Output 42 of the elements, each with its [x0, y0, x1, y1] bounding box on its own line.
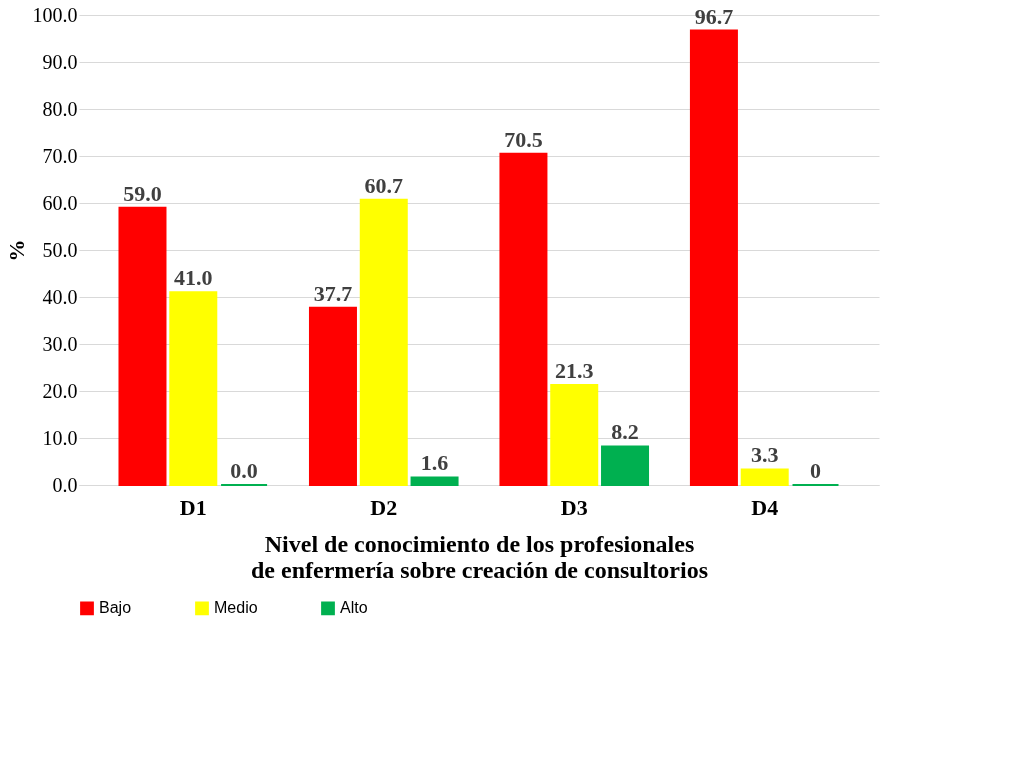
y-tick-label: 20.0 — [42, 379, 78, 402]
y-tick-label: 30.0 — [42, 332, 78, 355]
bar — [359, 198, 408, 486]
data-label: 1.6 — [420, 450, 449, 476]
data-label: 8.2 — [611, 419, 639, 445]
y-tick-label: 60.0 — [42, 191, 78, 214]
x-tick-label: D2 — [370, 494, 398, 520]
bar — [410, 476, 459, 486]
y-tick-label: 40.0 — [42, 285, 78, 308]
data-label: 0 — [810, 458, 822, 483]
bar — [308, 306, 357, 486]
x-tick-label: D1 — [179, 494, 207, 520]
y-tick-label: 70.0 — [42, 144, 78, 167]
data-label: 41.0 — [174, 265, 213, 291]
bar — [740, 468, 789, 486]
data-label: 70.5 — [504, 126, 543, 152]
x-tick-label: D4 — [751, 494, 779, 520]
bar — [118, 206, 167, 486]
legend-label: Medio — [214, 599, 258, 617]
data-label: 0.0 — [230, 458, 258, 483]
y-tick-label: 100.0 — [32, 3, 78, 26]
bar — [499, 152, 548, 486]
y-tick-label: 0.0 — [52, 473, 78, 496]
bar — [169, 291, 218, 486]
bar — [550, 383, 599, 486]
data-label: 37.7 — [313, 280, 353, 306]
data-label: 96.7 — [694, 3, 734, 29]
bar — [601, 445, 650, 486]
y-tick-label: 10.0 — [42, 426, 78, 449]
y-axis-title: % — [3, 239, 29, 262]
data-label: 3.3 — [750, 442, 779, 468]
y-tick-label: 50.0 — [42, 238, 78, 261]
legend-label: Alto — [340, 599, 368, 617]
x-axis-title: Nivel de conocimiento de los profesionales de enfermería sobre creación de consultorios — [250, 530, 709, 583]
legend-label: Bajo — [99, 599, 132, 617]
data-label: 59.0 — [123, 180, 162, 206]
y-tick-label: 90.0 — [42, 50, 78, 73]
y-tick-label: 80.0 — [42, 97, 78, 120]
x-tick-label: D3 — [560, 494, 588, 520]
data-label: 21.3 — [554, 357, 594, 383]
bar — [689, 29, 738, 486]
data-label: 60.7 — [364, 172, 404, 198]
